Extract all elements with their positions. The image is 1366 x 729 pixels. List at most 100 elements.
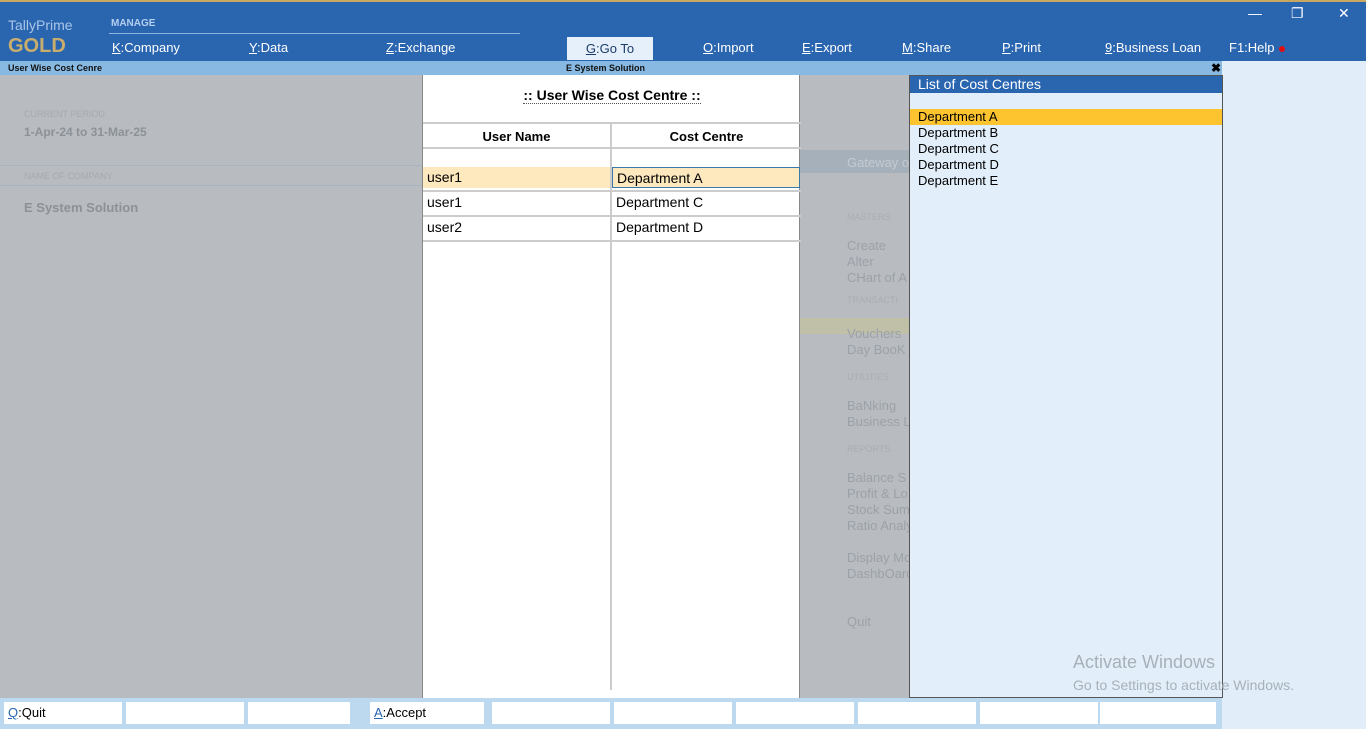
gateway-header [800,150,910,173]
bottom-button-empty[interactable] [126,702,244,724]
app-name: TallyPrime [8,17,73,33]
form-title: :: User Wise Cost Centre :: [423,87,801,104]
separator: : [382,705,387,720]
menu-separator: : [256,40,261,55]
close-list-button[interactable]: ✖ [1211,61,1222,75]
menu-import[interactable]: O:Import [703,40,754,55]
bottom-button-empty[interactable] [980,702,1098,724]
cost-centre-list-panel: List of Cost Centres Department A Departm… [909,75,1223,698]
menu-separator: : [393,40,398,55]
gateway-section-label: REPORTS [847,444,891,454]
menu-business-loan[interactable]: 9:Business Loan [1105,40,1201,55]
gateway-item[interactable]: Profit & Lo [847,486,908,501]
cost-centre-option[interactable]: Department A [910,109,1222,125]
shortcut-key: E [802,40,811,55]
bottom-button-empty[interactable] [614,702,732,724]
cost-centre-option[interactable]: Department B [918,125,999,140]
gateway-title: Gateway of [847,155,913,170]
gateway-item[interactable]: Ratio Analy [847,518,913,533]
cost-centre-field[interactable]: Department D [616,219,704,235]
divider [423,122,801,124]
menu-separator: : [1112,40,1116,55]
gateway-item[interactable]: Stock Sum [847,502,910,517]
gateway-item[interactable]: BaNking [847,398,897,413]
menu-help[interactable]: F1:Help [1229,40,1285,55]
close-window-button[interactable]: ✕ [1338,5,1350,21]
menu-go-to[interactable]: G:Go To [567,37,653,60]
bottom-button-empty[interactable] [492,702,610,724]
separator: : [18,705,22,720]
user-name-cell[interactable]: user2 [427,219,463,235]
button-label: Quit [21,705,46,720]
gateway-item[interactable]: Alter [847,254,874,269]
bottom-button-empty[interactable] [1100,702,1216,724]
menu-exchange[interactable]: Z:Exchange [386,40,455,55]
gateway-section-label: MASTERS [847,212,891,222]
bottom-button-empty[interactable] [736,702,854,724]
restore-button[interactable]: ❐ [1291,5,1304,21]
shortcut-key: M [902,40,913,55]
menu-label: Export [814,40,852,55]
gateway-item[interactable]: DashbOard [847,566,914,581]
minimize-button[interactable]: — [1248,5,1262,21]
column-header-cost-centre: Cost Centre [669,129,744,144]
period-label: CURRENT PERIOD [24,109,105,119]
company-value: E System Solution [24,200,139,215]
gateway-item[interactable]: Balance S [847,470,907,485]
shortcut-key: P [1002,40,1011,55]
menu-separator: : [1010,40,1015,55]
cost-centre-option[interactable]: Department E [918,173,999,188]
list-title: List of Cost Centres [910,76,1222,93]
left-panel: CURRENT PERIOD 1-Apr-24 to 31-Mar-25 NAM… [0,75,422,698]
divider [423,147,801,149]
bottom-button-quit[interactable]: Q:Quit [4,702,122,724]
gateway-item[interactable]: Vouchers [847,326,902,341]
selected-band [800,318,910,334]
shortcut-key: G [585,41,597,56]
menu-separator: : [596,41,600,56]
divider [423,190,801,192]
cost-centre-field[interactable]: Department A [612,167,800,188]
company-title: E System Solution [566,63,646,73]
gateway-item[interactable]: Create [847,238,887,253]
menu-data[interactable]: Y:Data [249,40,288,55]
menu-separator: : [1244,40,1248,55]
divider [423,215,801,217]
menu-export[interactable]: E:Export [802,40,852,55]
menu-label: Print [1014,40,1042,55]
menu-print[interactable]: P:Print [1002,40,1041,55]
right-background [1222,61,1366,729]
gateway-item[interactable]: Day BooK [847,342,906,357]
divider [109,33,520,34]
gateway-item[interactable]: CHart of A [847,270,907,285]
gateway-section-label: TRANSACTI [847,295,899,305]
user-name-cell[interactable]: user1 [427,194,463,210]
menu-separator: : [912,40,917,55]
screen-title: User Wise Cost Cenre [8,63,102,73]
menu-share[interactable]: M:Share [902,40,951,55]
gateway-item[interactable]: Display Mo [847,550,912,565]
cost-centre-option[interactable]: Department D [918,157,999,172]
menu-separator: : [120,40,125,55]
period-value: 1-Apr-24 to 31-Mar-25 [24,125,147,139]
bottom-button-empty[interactable] [858,702,976,724]
shortcut-key: 9 [1105,40,1113,55]
user-name-cell[interactable]: user1 [423,167,610,188]
menu-separator: : [713,40,717,55]
gateway-item[interactable]: Business L [847,414,911,429]
activate-windows-title: Activate Windows [1073,652,1216,672]
bottom-button-accept[interactable]: A:Accept [370,702,484,724]
column-header-user: User Name [482,129,551,144]
menu-label: Help [1247,40,1275,55]
bottom-button-empty[interactable] [248,702,350,724]
shortcut-key: O [703,40,714,55]
gateway-item[interactable]: Quit [847,614,871,629]
menu-company[interactable]: K:Company [112,40,180,55]
form-title-text: :: User Wise Cost Centre :: [523,87,701,104]
button-label: Accept [386,705,427,720]
cost-centre-field[interactable]: Department C [616,194,704,210]
divider [0,185,422,186]
cost-centre-option[interactable]: Department C [918,141,999,156]
menu-label: Go To [599,41,635,56]
divider [0,165,422,166]
